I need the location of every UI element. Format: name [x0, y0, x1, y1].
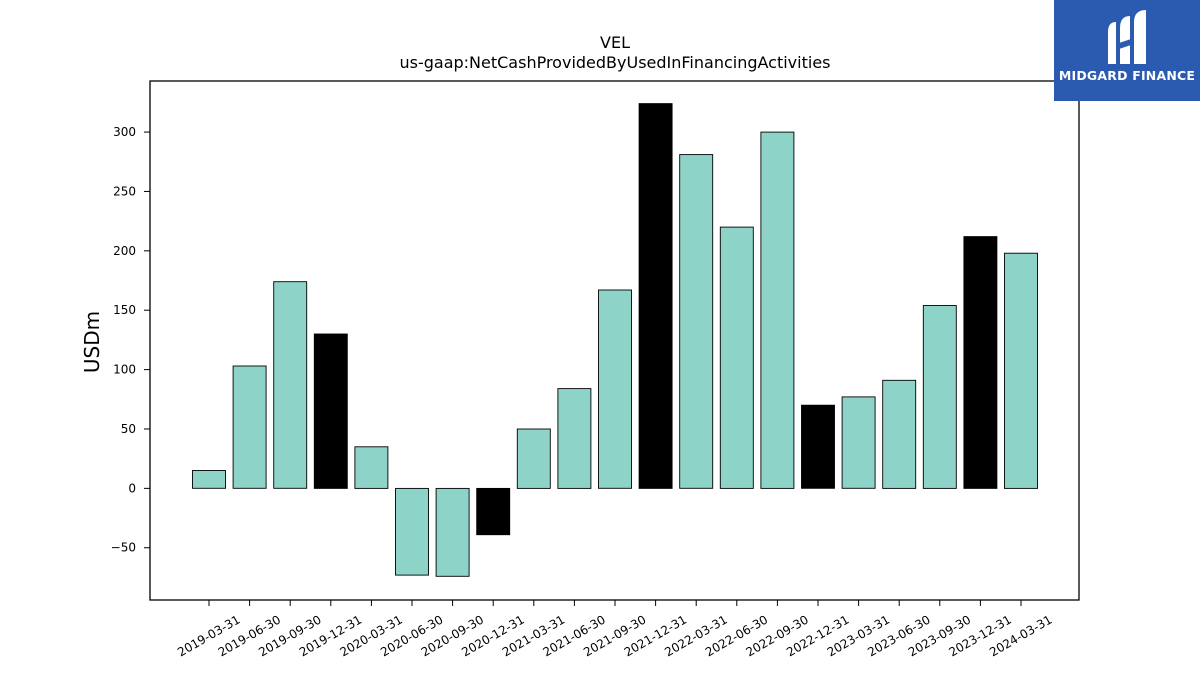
- bar-2019-03-31: [192, 470, 226, 489]
- chart-subtitle: us-gaap:NetCashProvidedByUsedInFinancing…: [399, 53, 830, 72]
- y-tick-label: 100: [113, 363, 136, 377]
- bar-2022-12-31: [801, 404, 835, 489]
- bar-2022-03-31: [679, 154, 714, 489]
- chart-title: VEL: [600, 33, 630, 52]
- bar-2020-03-31: [354, 446, 389, 489]
- bar-2021-03-31: [516, 428, 551, 489]
- bar-2021-06-30: [557, 388, 592, 489]
- y-tick-label: 250: [113, 184, 136, 198]
- y-axis-label: USDm: [80, 311, 104, 373]
- bar-2021-09-30: [598, 289, 632, 489]
- logo-text: MIDGARD FINANCE: [1058, 68, 1196, 83]
- bar-2019-09-30: [273, 281, 308, 489]
- x-axis-ticks: 2019-03-312019-06-302019-09-302019-12-31…: [175, 600, 1055, 659]
- bar-2023-09-30: [922, 305, 957, 489]
- bar-2019-12-31: [313, 333, 348, 489]
- bar-2022-09-30: [760, 131, 795, 489]
- bar-2023-03-31: [841, 396, 876, 489]
- bar-2020-12-31: [476, 487, 511, 536]
- bar-2019-06-30: [232, 365, 267, 489]
- y-axis-ticks: −50 0 50 100 150 200 250 300: [111, 125, 150, 555]
- midgard-finance-logo: MIDGARD FINANCE: [1054, 0, 1200, 101]
- plot-frame: [149, 80, 1080, 601]
- y-tick-label: 50: [121, 422, 136, 436]
- y-tick-label: −50: [111, 541, 136, 555]
- bar-2024-03-31: [1004, 252, 1038, 489]
- y-tick-label: 0: [128, 481, 136, 495]
- bars-group: [192, 103, 1038, 577]
- y-tick-label: 300: [113, 125, 136, 139]
- bar-2021-12-31: [638, 103, 673, 489]
- bar-2023-12-31: [963, 236, 998, 489]
- midgard-logo-mark-icon: [1108, 10, 1146, 64]
- bar-2022-06-30: [719, 226, 754, 489]
- bar-2020-06-30: [395, 487, 429, 576]
- bar-2023-06-30: [882, 379, 917, 489]
- bar-2020-09-30: [435, 487, 470, 577]
- y-tick-label: 200: [113, 244, 136, 258]
- y-tick-label: 150: [113, 303, 136, 317]
